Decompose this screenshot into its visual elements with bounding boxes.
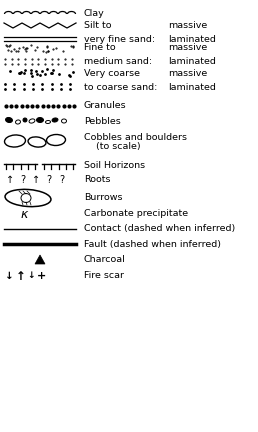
Text: massive: massive xyxy=(168,20,207,29)
Text: very fine sand:: very fine sand: xyxy=(84,35,155,44)
Text: Soil Horizons: Soil Horizons xyxy=(84,162,145,171)
Text: Contact (dashed when inferred): Contact (dashed when inferred) xyxy=(84,225,235,234)
Text: massive: massive xyxy=(168,44,207,53)
Text: laminated: laminated xyxy=(168,57,216,67)
Text: medium sand:: medium sand: xyxy=(84,57,152,67)
Text: ?: ? xyxy=(46,175,52,185)
Text: Very coarse: Very coarse xyxy=(84,69,140,77)
Text: Clay: Clay xyxy=(84,10,105,19)
Text: Granules: Granules xyxy=(84,102,127,111)
Text: massive: massive xyxy=(168,69,207,77)
Text: Carbonate precipitate: Carbonate precipitate xyxy=(84,210,188,219)
Text: laminated: laminated xyxy=(168,35,216,44)
Text: Fire scar: Fire scar xyxy=(84,271,124,280)
Text: Charcoal: Charcoal xyxy=(84,255,126,264)
Text: Roots: Roots xyxy=(84,175,110,184)
Text: Silt to: Silt to xyxy=(84,20,111,29)
Ellipse shape xyxy=(23,118,27,122)
Polygon shape xyxy=(35,255,45,264)
Text: Burrows: Burrows xyxy=(84,194,123,203)
Text: ↑: ↑ xyxy=(32,175,40,185)
Text: ↑: ↑ xyxy=(6,175,14,185)
Text: ?: ? xyxy=(20,175,26,185)
Text: Fault (dashed when inferred): Fault (dashed when inferred) xyxy=(84,239,221,248)
Text: ↓: ↓ xyxy=(5,271,13,281)
Ellipse shape xyxy=(52,118,58,122)
Text: Fine to: Fine to xyxy=(84,44,116,53)
Text: +: + xyxy=(37,271,47,281)
Ellipse shape xyxy=(5,118,12,123)
Text: laminated: laminated xyxy=(168,83,216,92)
Text: ↑: ↑ xyxy=(16,270,26,283)
Text: Pebbles: Pebbles xyxy=(84,117,121,126)
Text: to coarse sand:: to coarse sand: xyxy=(84,83,157,92)
Text: (to scale): (to scale) xyxy=(96,143,141,152)
Text: ?: ? xyxy=(59,175,64,185)
Text: κ: κ xyxy=(20,207,28,220)
Text: ↓: ↓ xyxy=(27,271,35,280)
Ellipse shape xyxy=(36,118,44,123)
Text: Cobbles and boulders: Cobbles and boulders xyxy=(84,133,187,142)
